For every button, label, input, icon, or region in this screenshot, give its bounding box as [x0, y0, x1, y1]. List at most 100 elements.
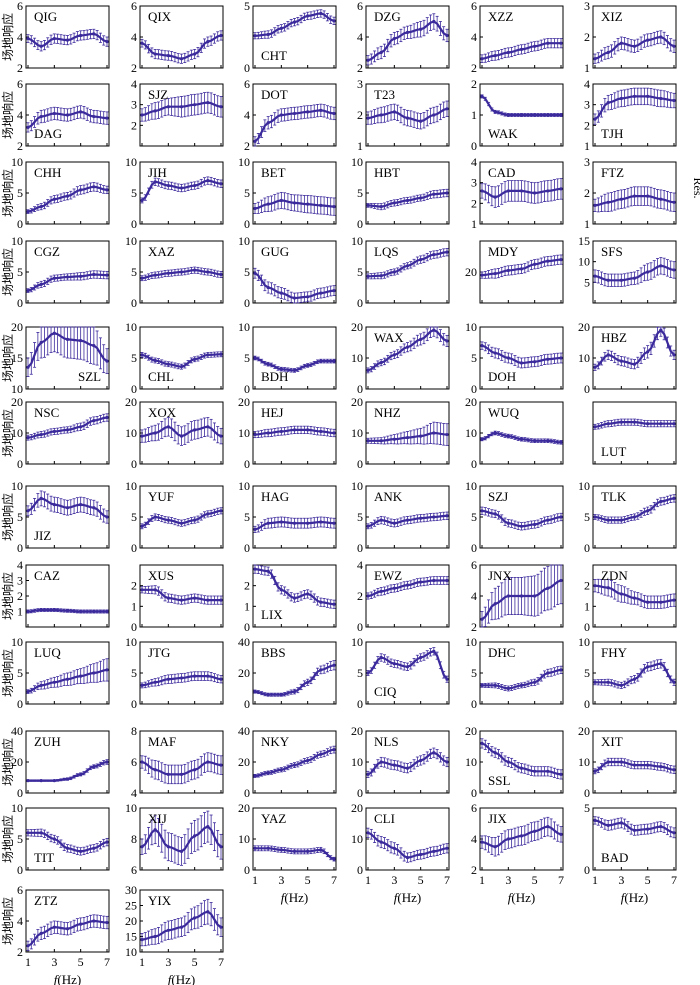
station-label: LUT: [601, 444, 626, 459]
y-tick-label: 40: [238, 635, 250, 649]
panel-ank: 0 5 10 ANK: [351, 479, 450, 555]
data-point: [405, 198, 410, 203]
data-point: [332, 111, 336, 116]
data-point: [279, 367, 283, 371]
data-point: [606, 422, 610, 426]
data-point: [593, 584, 597, 588]
station-label: NHZ: [374, 405, 401, 420]
y-tick-label: 2: [471, 61, 477, 75]
data-point: [306, 295, 310, 299]
y-tick-label: 10: [125, 635, 137, 649]
data-point: [292, 296, 297, 300]
y-tick-label: 0: [244, 620, 250, 634]
panel-dot: 2 4 6 DOT: [244, 77, 337, 153]
y-tick-label: 5: [17, 510, 23, 524]
data-point: [546, 41, 550, 45]
data-point: [646, 194, 650, 198]
data-point: [506, 434, 510, 438]
data-point: [646, 350, 650, 354]
station-label: XIZ: [601, 9, 623, 24]
station-label: CIQ: [374, 684, 397, 699]
station-label: DAG: [34, 126, 62, 141]
y-tick-label: 20: [11, 395, 23, 409]
data-point: [105, 359, 109, 363]
data-point: [392, 662, 396, 666]
data-point: [39, 608, 43, 612]
panel-cgz: 0 5 10 CGZ 场地响应: [0, 234, 110, 310]
data-point: [646, 270, 650, 274]
data-point: [193, 518, 197, 522]
data-point: [506, 189, 510, 193]
data-point: [179, 270, 184, 274]
data-point: [253, 527, 257, 532]
y-tick-label: 5: [131, 510, 137, 524]
y-axis-label: 场地响应: [0, 91, 15, 139]
data-point: [206, 270, 210, 274]
y-tick-label: 4: [17, 108, 23, 122]
data-point: [219, 677, 223, 681]
y-tick-label: 20: [11, 320, 23, 334]
data-point: [319, 11, 323, 16]
station-label: WUQ: [488, 405, 520, 420]
data-point: [79, 609, 83, 614]
y-tick-label: 0: [471, 457, 477, 471]
data-point: [279, 291, 283, 295]
data-point: [659, 328, 663, 332]
y-tick-label: 4: [244, 108, 250, 122]
data-point: [632, 515, 637, 519]
panel-wak: 0 1 2 WAK: [471, 77, 564, 153]
y-tick-label: 6: [244, 77, 250, 91]
data-point: [405, 665, 410, 669]
data-point: [593, 57, 597, 61]
y-tick-label: 10: [578, 255, 590, 269]
data-point: [92, 419, 96, 423]
station-label: XZZ: [488, 9, 513, 24]
y-tick-label: 0: [244, 382, 250, 396]
data-point: [533, 113, 537, 117]
y-axis-label: 场地响应: [0, 572, 15, 620]
data-point: [480, 189, 484, 193]
station-label: JNX: [488, 568, 512, 583]
y-tick-label: 2: [471, 196, 477, 210]
data-point: [79, 110, 83, 114]
data-point: [166, 518, 170, 522]
data-point: [445, 578, 449, 583]
y-tick-label: 10: [238, 234, 250, 248]
data-point: [292, 690, 297, 694]
station-label: CHH: [34, 165, 61, 180]
data-point: [332, 521, 336, 525]
data-point: [193, 428, 197, 432]
data-point: [79, 188, 83, 192]
panel-tlk: 0 5 10 TLK: [578, 479, 677, 555]
panel-cht: 0 5 CHT: [244, 0, 337, 75]
data-point: [193, 674, 197, 678]
data-point: [166, 596, 170, 600]
data-point: [506, 113, 510, 117]
data-point: [292, 428, 297, 432]
data-point: [392, 521, 396, 525]
y-tick-label: 0: [471, 541, 477, 555]
data-point: [65, 113, 70, 117]
data-point: [506, 356, 510, 360]
station-label: XUS: [148, 568, 174, 583]
panel-dag: 2 4 6 DAG 场地响应: [0, 77, 110, 153]
data-point: [140, 683, 144, 688]
data-point: [26, 36, 30, 41]
data-point: [559, 258, 563, 262]
data-point: [279, 520, 283, 524]
data-point: [606, 586, 610, 590]
panel-ftz: 1 2 3 FTZ: [584, 155, 677, 231]
data-point: [206, 101, 210, 105]
y-tick-label: 10: [351, 155, 363, 169]
data-point: [179, 598, 184, 602]
panel-xus: 0 1 2 XUS: [131, 564, 224, 634]
data-point: [533, 522, 537, 527]
panel-jih: 0 5 10 JIH: [125, 155, 224, 231]
data-point: [546, 259, 550, 263]
y-tick-label: 1: [584, 599, 590, 613]
data-point: [546, 357, 550, 361]
y-tick-label: 2: [584, 118, 590, 132]
data-point: [619, 518, 623, 522]
y-tick-label: 4: [131, 77, 137, 91]
panel-nhz: 0 10 20 NHZ: [351, 395, 450, 471]
